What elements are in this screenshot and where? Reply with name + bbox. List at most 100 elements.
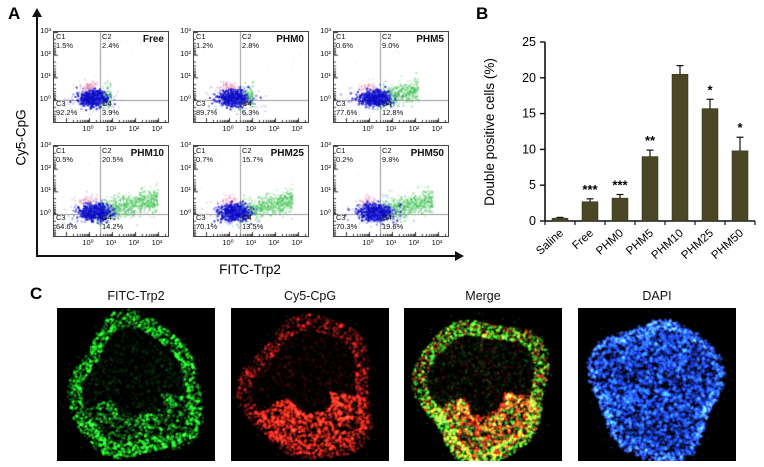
quadrant-percent: 64.6% — [56, 221, 78, 231]
flow-plot-phm10: C1 0.5% C2 20.5% C3 64.6% C4 14.2% PHM10 — [53, 145, 169, 237]
y-tick-label: 10⁰ — [39, 94, 51, 103]
x-tick-label: 10⁰ — [82, 124, 94, 133]
y-tick-label: 10⁰ — [179, 94, 191, 103]
quadrant-percent: 1.2% — [196, 40, 214, 50]
flow-scatter-canvas — [54, 32, 168, 122]
quadrant-percent: 70.1% — [196, 221, 218, 231]
quadrant-label-c3: C3 92.2% — [56, 99, 78, 117]
x-tick-label: 10¹ — [245, 238, 257, 247]
quadrant-percent: 14.2% — [102, 221, 124, 231]
panel-b-label: B — [476, 4, 489, 23]
x-tick-label: 10¹ — [385, 124, 397, 133]
bar-y-tick-label: 10 — [522, 142, 536, 156]
microscopy-channel-label: FITC-Trp2 — [107, 289, 165, 303]
quadrant-percent: 12.8% — [382, 107, 404, 117]
x-tick-label: 10¹ — [105, 124, 117, 133]
quadrant-key: C3 — [196, 99, 206, 108]
quadrant-key: C3 — [336, 99, 346, 108]
panel-a-y-axis-title: Cy5-CpG — [13, 109, 29, 166]
quadrant-percent: 9.8% — [382, 154, 400, 164]
x-tick-label: 10³ — [431, 124, 443, 133]
microscopy-channel-label: DAPI — [642, 289, 672, 303]
quadrant-percent: 13.5% — [242, 221, 264, 231]
quadrant-key: C2 — [242, 146, 252, 155]
x-tick-label: 10³ — [291, 124, 303, 133]
x-tick-label: 10³ — [151, 238, 163, 247]
quadrant-key: C1 — [196, 146, 206, 155]
bar-phm10 — [671, 73, 689, 222]
y-tick-label: 10² — [320, 162, 331, 172]
quadrant-percent: 15.7% — [242, 154, 264, 164]
quadrant-label-c2: C2 2.8% — [242, 32, 259, 50]
bar-category-label: PHM50 — [709, 227, 746, 262]
quadrant-percent: 0.7% — [196, 154, 214, 164]
panel-a-label: A — [8, 4, 21, 23]
quadrant-percent: 0.5% — [56, 154, 74, 164]
quadrant-key: C2 — [102, 146, 112, 155]
bar-phm25 — [701, 108, 719, 222]
y-tick-label: 10³ — [320, 26, 331, 35]
y-tick-label: 10¹ — [320, 185, 331, 195]
x-tick-label: 10² — [128, 124, 140, 133]
x-tick-label: 10¹ — [105, 238, 117, 247]
flow-plot-title: Free — [142, 34, 164, 45]
x-tick-label: 10⁰ — [362, 238, 374, 247]
quadrant-percent: 19.6% — [382, 221, 404, 231]
bar-phm5 — [641, 156, 659, 222]
y-tick-label: 10² — [180, 162, 191, 172]
quadrant-label-c1: C1 0.2% — [336, 146, 354, 164]
quadrant-percent: 20.5% — [102, 154, 124, 164]
x-tick-label: 10² — [408, 238, 420, 247]
quadrant-key: C1 — [196, 32, 206, 41]
quadrant-key: C1 — [56, 32, 66, 41]
bar-category-label: PHM10 — [649, 227, 686, 262]
flow-scatter-canvas — [194, 32, 308, 122]
significance-marker: *** — [612, 178, 628, 193]
microscopy-channel-label: Cy5-CpG — [283, 289, 337, 303]
flow-scatter-canvas — [334, 146, 448, 236]
y-tick-label: 10² — [180, 48, 191, 58]
y-tick-label: 10³ — [180, 140, 191, 149]
x-tick-label: 10² — [128, 238, 140, 247]
y-tick-label: 10³ — [40, 26, 51, 35]
quadrant-label-c1: C1 0.5% — [56, 146, 74, 164]
flow-plot-title: PHM10 — [130, 148, 164, 159]
x-tick-label: 10² — [268, 124, 280, 133]
y-tick-label: 10¹ — [180, 185, 191, 195]
quadrant-label-c4: C4 13.5% — [242, 213, 264, 231]
quadrant-percent: 92.2% — [56, 107, 78, 117]
panel-a-x-axis — [36, 255, 457, 257]
flow-plot-free: C1 1.5% C2 2.4% C3 92.2% C4 3.9% Free — [53, 31, 169, 123]
significance-marker: *** — [582, 182, 598, 197]
bar-y-tick-label: 5 — [529, 178, 536, 192]
quadrant-percent: 1.5% — [56, 40, 74, 50]
flow-plot-title: PHM25 — [270, 148, 304, 159]
x-axis-arrowhead-icon — [455, 251, 464, 261]
flow-scatter-canvas — [54, 146, 168, 236]
microscopy-image-green — [57, 308, 215, 461]
quadrant-percent: 2.4% — [102, 40, 120, 50]
quadrant-key: C2 — [382, 32, 392, 41]
panel-c-label: C — [30, 284, 43, 303]
significance-marker: ** — [645, 133, 656, 148]
quadrant-label-c3: C3 64.6% — [56, 213, 78, 231]
quadrant-percent: 3.9% — [102, 107, 120, 117]
quadrant-percent: 77.6% — [336, 107, 358, 117]
x-tick-label: 10¹ — [245, 124, 257, 133]
x-tick-label: 10⁰ — [222, 124, 234, 133]
quadrant-label-c2: C2 9.0% — [382, 32, 399, 50]
quadrant-label-c4: C4 19.6% — [382, 213, 404, 231]
quadrant-percent: 0.2% — [336, 154, 354, 164]
y-tick-label: 10² — [320, 48, 331, 58]
significance-marker: * — [707, 82, 713, 97]
quadrant-key: C1 — [336, 32, 346, 41]
quadrant-key: C1 — [336, 146, 346, 155]
microscopy-tile-merge: Merge — [404, 289, 562, 462]
x-tick-label: 10⁰ — [222, 238, 234, 247]
quadrant-label-c4: C4 3.9% — [102, 99, 120, 117]
quadrant-label-c1: C1 0.6% — [336, 32, 353, 50]
panel-a-x-axis-title: FITC-Trp2 — [219, 262, 281, 277]
y-tick-label: 10² — [40, 162, 51, 172]
x-tick-label: 10² — [268, 238, 280, 247]
y-tick-label: 10³ — [40, 140, 51, 149]
